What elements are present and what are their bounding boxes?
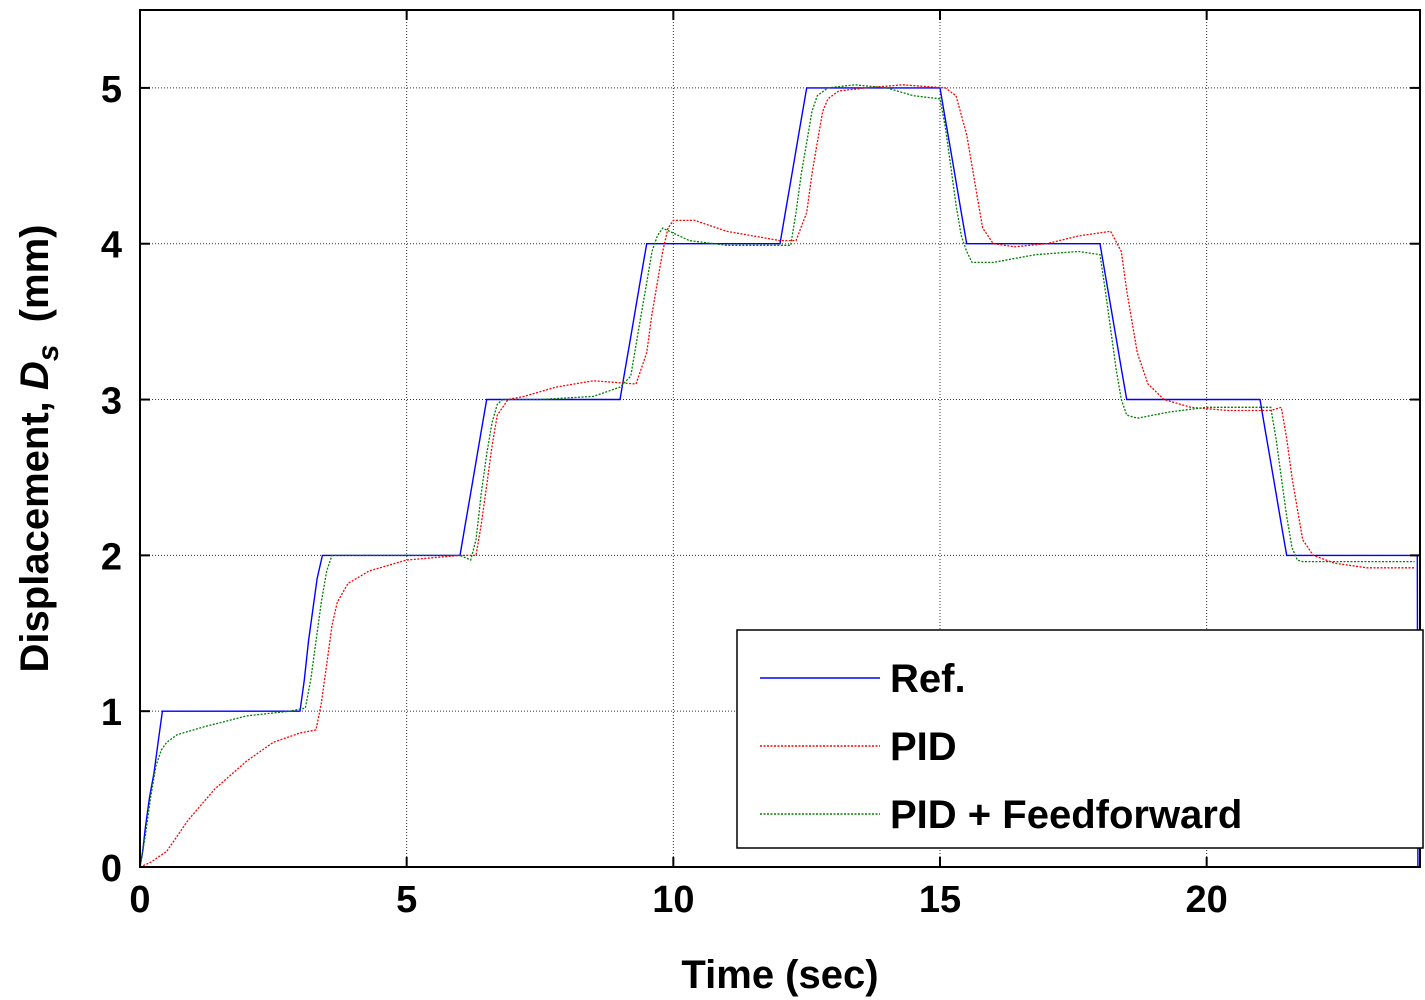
y-axis-label-unit: (mm) <box>13 225 57 345</box>
series-line-1 <box>139 84 1415 868</box>
y-axis-label-subscript: s <box>32 345 65 362</box>
y-axis-label: Displacement, Ds (mm) <box>13 225 65 673</box>
legend-label-2: PID + Feedforward <box>890 793 1242 837</box>
y-tick-label: 0 <box>101 848 122 890</box>
legend-label-1: PID <box>890 725 957 769</box>
series-layer <box>139 84 1419 868</box>
y-axis-label-main: Displacement, <box>13 390 57 672</box>
x-tick-label: 5 <box>396 879 417 921</box>
y-tick-label: 4 <box>101 225 122 267</box>
axes-box <box>139 9 1421 868</box>
legend: Ref. PID PID + Feedforward <box>736 629 1424 849</box>
legend-box <box>736 629 1424 849</box>
x-tick-label: 20 <box>1186 879 1228 921</box>
series-line-0 <box>139 87 1419 868</box>
y-axis-label-symbol: D <box>13 361 57 390</box>
ticks <box>139 10 1420 868</box>
x-tick-label: 15 <box>919 879 961 921</box>
legend-label-0: Ref. <box>890 657 966 701</box>
tick-labels: 0 5 10 15 20 0 1 2 3 4 5 <box>101 69 1228 921</box>
y-tick-label: 3 <box>101 381 122 423</box>
x-tick-label: 0 <box>129 879 150 921</box>
series-line-2 <box>139 84 1415 868</box>
y-tick-label: 2 <box>101 536 122 578</box>
x-axis-label: Time (sec) <box>681 953 878 997</box>
x-tick-label: 10 <box>652 879 694 921</box>
y-tick-label: 5 <box>101 69 122 111</box>
y-tick-label: 1 <box>101 692 122 734</box>
